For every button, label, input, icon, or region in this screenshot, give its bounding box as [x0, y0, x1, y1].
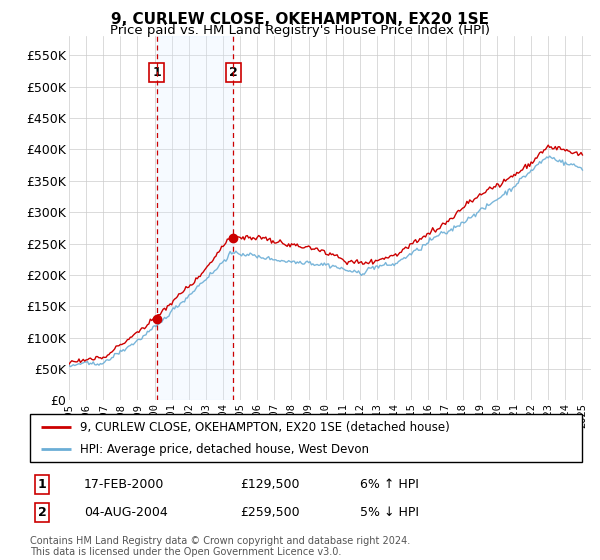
Text: 1: 1 — [152, 66, 161, 80]
Text: 17-FEB-2000: 17-FEB-2000 — [84, 478, 164, 491]
Bar — [157, 36, 233, 400]
Text: HPI: Average price, detached house, West Devon: HPI: Average price, detached house, West… — [80, 442, 368, 456]
Text: 04-AUG-2004: 04-AUG-2004 — [84, 506, 168, 519]
FancyBboxPatch shape — [30, 414, 582, 462]
Text: 1: 1 — [38, 478, 46, 491]
Text: 6% ↑ HPI: 6% ↑ HPI — [360, 478, 419, 491]
Text: 5% ↓ HPI: 5% ↓ HPI — [360, 506, 419, 519]
Text: 2: 2 — [38, 506, 46, 519]
Text: £259,500: £259,500 — [240, 506, 299, 519]
Text: 9, CURLEW CLOSE, OKEHAMPTON, EX20 1SE (detached house): 9, CURLEW CLOSE, OKEHAMPTON, EX20 1SE (d… — [80, 421, 449, 434]
Text: Price paid vs. HM Land Registry's House Price Index (HPI): Price paid vs. HM Land Registry's House … — [110, 24, 490, 36]
Text: 2: 2 — [229, 66, 238, 80]
Text: Contains HM Land Registry data © Crown copyright and database right 2024.
This d: Contains HM Land Registry data © Crown c… — [30, 535, 410, 557]
Text: £129,500: £129,500 — [240, 478, 299, 491]
Text: 9, CURLEW CLOSE, OKEHAMPTON, EX20 1SE: 9, CURLEW CLOSE, OKEHAMPTON, EX20 1SE — [111, 12, 489, 27]
